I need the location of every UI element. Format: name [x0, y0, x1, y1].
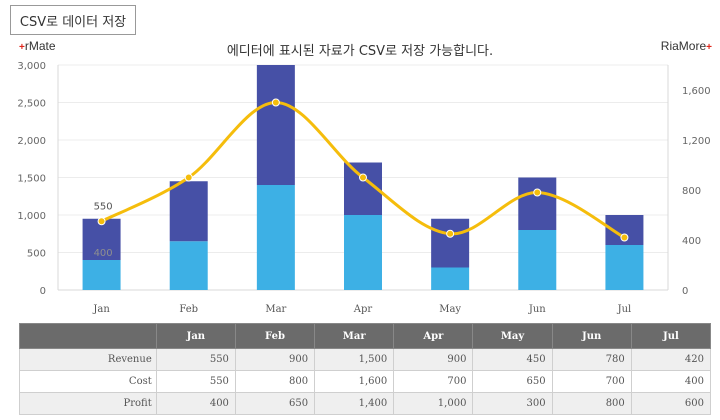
table-cell: 600 — [630, 392, 712, 415]
y-right-tick-label: 0 — [682, 286, 688, 297]
y-left-tick-label: 1,000 — [17, 211, 46, 222]
rmate-logo: +rMate — [19, 39, 56, 53]
table-header-cell: Jan — [155, 323, 236, 349]
point-revenue-jan — [97, 217, 106, 226]
x-tick-label: May — [439, 304, 461, 315]
bar-cost-jan — [82, 218, 121, 260]
x-tick-label: Jan — [92, 304, 110, 315]
table-header-cell: Jul — [630, 323, 712, 349]
y-left-tick-label: 3,000 — [17, 61, 46, 72]
table-cell: 550 — [155, 348, 236, 371]
table-header-row: Jan Feb Mar Apr May Jun Jul — [19, 323, 712, 349]
table-cell: 400 — [630, 370, 712, 393]
data-label: 550 — [94, 201, 113, 212]
y-right-tick-label: 800 — [682, 186, 701, 197]
plus-icon: + — [19, 42, 25, 53]
point-revenue-feb — [184, 173, 193, 182]
riamore-logo: RiaMore+ — [661, 39, 712, 53]
y-left-tick-label: 1,500 — [17, 174, 46, 185]
table-cell: 450 — [472, 348, 553, 371]
table-cell: 800 — [234, 370, 316, 393]
x-tick-label: Jul — [617, 304, 632, 315]
plus-icon: + — [706, 42, 712, 53]
data-table: Jan Feb Mar Apr May Jun Jul Revenue 550 900 1,500… — [19, 323, 712, 415]
table-row: Revenue 550 900 1,500 900 450 780 420 — [19, 348, 712, 371]
table-header-cell: May — [472, 323, 553, 349]
table-cell: 550 — [155, 370, 236, 393]
table-cell: 780 — [551, 348, 632, 371]
y-right-tick-label: 400 — [682, 236, 701, 247]
table-cell: 1,400 — [314, 392, 395, 415]
table-cell: 900 — [234, 348, 316, 371]
table-cell: 650 — [234, 392, 316, 415]
bar-profit-mar — [256, 185, 295, 290]
bar-profit-feb — [169, 241, 208, 290]
table-cell: 1,500 — [314, 348, 395, 371]
point-revenue-mar — [271, 98, 280, 107]
y-left-tick-label: 2,000 — [17, 136, 46, 147]
table-cell: 300 — [472, 392, 553, 415]
table-header-cell: Jun — [551, 323, 632, 349]
csv-save-button[interactable]: CSV로 데이터 저장 — [10, 5, 136, 35]
data-label: 400 — [94, 248, 113, 259]
y-right-tick-label: 1,200 — [682, 136, 711, 147]
point-revenue-apr — [359, 173, 367, 182]
point-revenue-may — [446, 229, 455, 238]
bar-cost-jun — [518, 177, 557, 230]
x-tick-label: Jun — [528, 304, 546, 315]
table-row-label: Revenue — [19, 348, 157, 371]
table-row: Profit 400 650 1,400 1,000 300 800 600 — [19, 392, 712, 415]
x-tick-label: Feb — [179, 304, 198, 315]
table-row: Cost 550 800 1,600 700 650 700 400 — [19, 370, 712, 393]
bar-cost-feb — [169, 181, 208, 242]
y-left-tick-label: 0 — [40, 286, 46, 297]
table-header-cell: Mar — [314, 323, 395, 349]
table-header-corner — [19, 323, 157, 349]
x-tick-label: Apr — [353, 304, 373, 315]
point-revenue-jun — [533, 188, 542, 197]
point-revenue-jul — [620, 233, 629, 242]
table-cell: 400 — [155, 392, 236, 415]
riamore-logo-text: RiaMore — [660, 39, 707, 53]
bar-profit-may — [431, 267, 470, 290]
rmate-logo-text: rMate — [24, 39, 56, 53]
bar-profit-jan — [82, 260, 121, 290]
bar-cost-may — [431, 218, 470, 268]
table-header-cell: Feb — [234, 323, 316, 349]
table-header-cell: Apr — [393, 323, 474, 349]
table-row-label: Profit — [19, 392, 157, 415]
table-row-label: Cost — [19, 370, 157, 393]
bar-cost-mar — [256, 65, 295, 185]
y-left-tick-label: 500 — [27, 249, 46, 260]
y-left-tick-label: 2,500 — [17, 99, 46, 110]
table-cell: 800 — [551, 392, 632, 415]
chart-title: 에디터에 표시된 자료가 CSV로 저장 가능합니다. — [226, 44, 494, 59]
bar-profit-jun — [518, 230, 557, 290]
combo-chart: 0 500 1,000 1,500 2,000 2,500 3,000 0 400 800 1,20… — [17, 61, 711, 315]
y-right-tick-label: 1,600 — [682, 86, 711, 97]
table-cell: 700 — [551, 370, 632, 393]
table-cell: 1,600 — [314, 370, 395, 393]
table-cell: 1,000 — [393, 392, 474, 415]
x-tick-label: Mar — [265, 304, 286, 315]
table-cell: 900 — [393, 348, 474, 371]
table-cell: 650 — [472, 370, 553, 393]
bar-profit-jul — [605, 245, 644, 290]
table-cell: 700 — [393, 370, 474, 393]
table-cell: 420 — [630, 348, 712, 371]
bar-profit-apr — [344, 215, 382, 290]
